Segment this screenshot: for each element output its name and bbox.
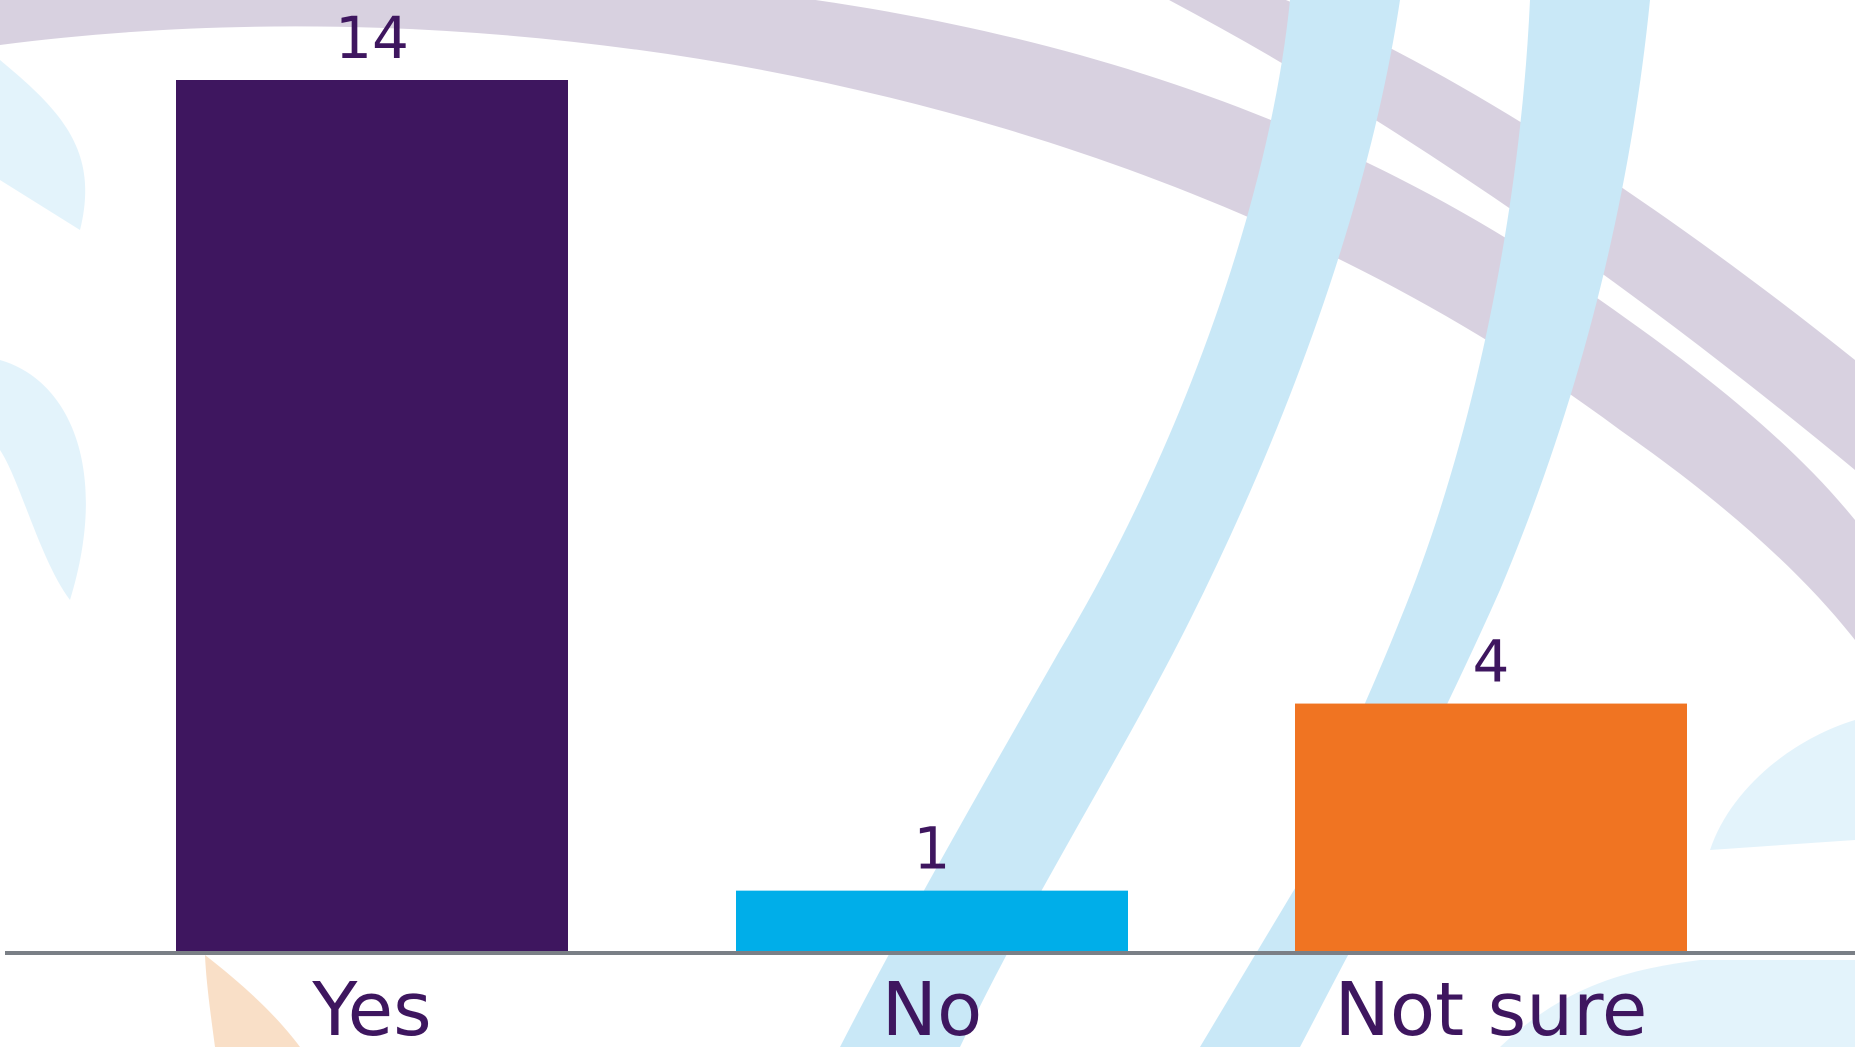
bar-yes xyxy=(176,80,568,953)
watermark-light-swirl-left xyxy=(0,60,86,230)
x-tick-label-no: No xyxy=(882,967,983,1047)
data-label-not-sure: 4 xyxy=(1473,628,1510,696)
data-label-no: 1 xyxy=(914,815,951,883)
watermark-grey-arc-upper xyxy=(0,0,1855,640)
bar-not-sure xyxy=(1295,703,1687,953)
watermark-peach-shape xyxy=(205,955,300,1047)
bar-no xyxy=(736,890,1128,953)
watermark-light-swirl-left-lower xyxy=(0,360,86,600)
bars-layer xyxy=(176,80,1687,953)
watermark-light-blue-bottom xyxy=(1500,960,1855,1047)
x-tick-label-yes: Yes xyxy=(311,967,431,1047)
labels-layer: 14 Yes 1 No 4 Not sure xyxy=(311,4,1647,1047)
watermark-light-blue-right xyxy=(1710,720,1855,850)
watermark-blue-arc-a xyxy=(840,0,1400,1047)
data-label-yes: 14 xyxy=(335,4,409,72)
watermark-blue-arc-b xyxy=(1300,0,1650,850)
x-tick-label-not-sure: Not sure xyxy=(1335,967,1648,1047)
